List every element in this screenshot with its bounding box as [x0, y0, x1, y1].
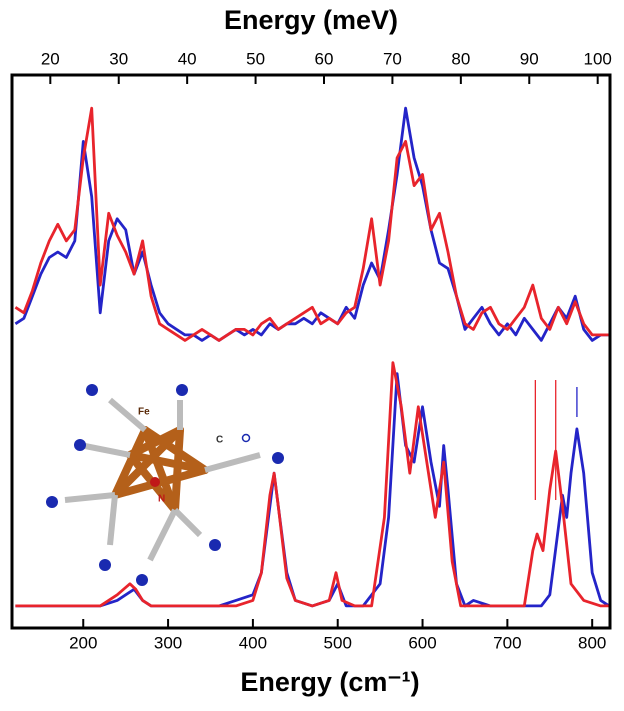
- background: [0, 0, 624, 706]
- x2-tick-label: 60: [315, 49, 334, 68]
- x2-tick-label: 70: [383, 49, 402, 68]
- x2-tick-label: 30: [109, 49, 128, 68]
- x2-tick-label: 80: [451, 49, 470, 68]
- x-tick-label: 600: [408, 633, 436, 652]
- center-atom: [150, 477, 160, 487]
- x-tick-label: 200: [69, 633, 97, 652]
- x-tick-label: 700: [493, 633, 521, 652]
- top-axis-label: Energy (meV): [224, 5, 398, 35]
- x-tick-label: 300: [154, 633, 182, 652]
- x-tick-label: 400: [239, 633, 267, 652]
- x2-tick-label: 50: [246, 49, 265, 68]
- x2-tick-label: 100: [583, 49, 611, 68]
- chart: Energy (meV) Energy (cm⁻¹) 200 300 400 500 6…: [0, 0, 624, 706]
- x2-tick-label: 20: [41, 49, 60, 68]
- x2-tick-label: 90: [520, 49, 539, 68]
- bottom-axis-label: Energy (cm⁻¹): [240, 667, 419, 697]
- x-tick-label: 500: [324, 633, 352, 652]
- x-tick-label: 800: [578, 633, 606, 652]
- x2-tick-label: 40: [178, 49, 197, 68]
- n-label: N: [158, 494, 165, 505]
- c-label: C: [216, 435, 223, 446]
- fe-label: Fe: [138, 407, 150, 418]
